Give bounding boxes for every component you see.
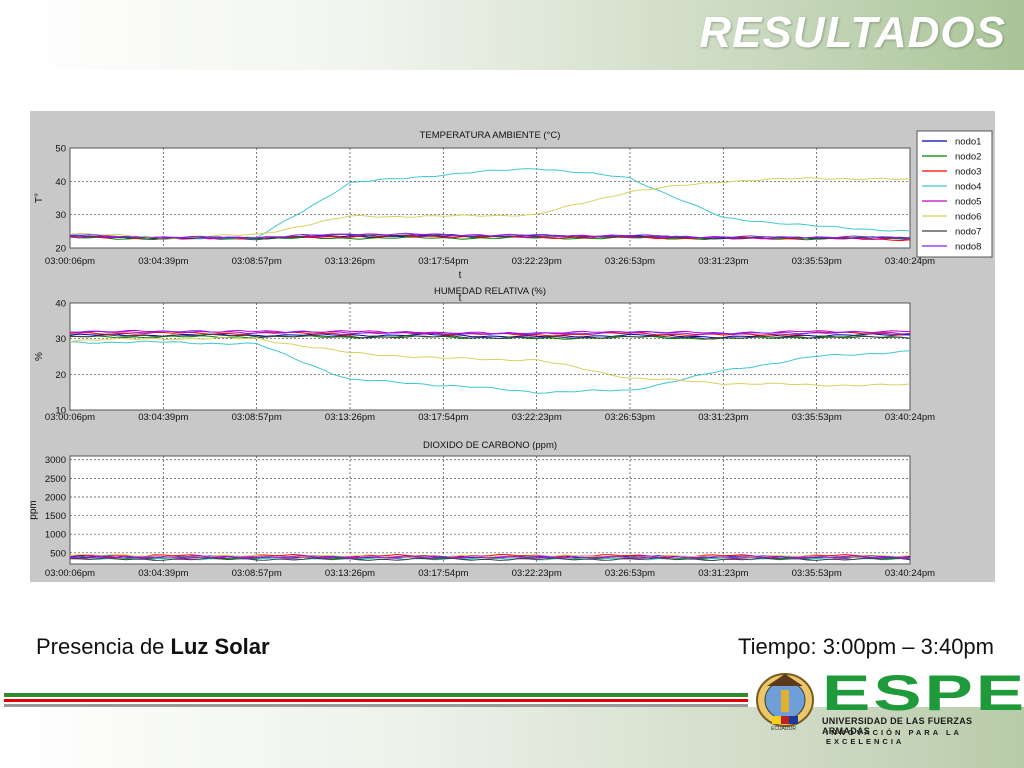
- y-tick-label: 50: [55, 144, 66, 155]
- x-axis-label: t: [459, 293, 462, 304]
- series-line-serie6: [69, 337, 911, 387]
- y-tick-label: 3000: [45, 455, 66, 466]
- legend-label: nodo3: [955, 167, 981, 178]
- series-line-serie8: [69, 555, 910, 559]
- logo-motto: INNOVACIÓN PARA LA EXCELENCIA: [826, 728, 962, 746]
- x-tick-label: 03:00:06pm: [45, 256, 95, 267]
- series-line-serie7: [69, 333, 911, 340]
- x-tick-label: 03:04:39pm: [138, 568, 188, 579]
- charts-svg: 03:00:06pm 03:04:39pm 03:08:57pm 03:13:26pm…: [30, 130, 993, 579]
- page-title: RESULTADOS: [699, 8, 1006, 57]
- x-tick-label: 03:17:54pm: [418, 568, 468, 579]
- legend-label: nodo2: [955, 152, 981, 163]
- x-tick-label: 03:35:53pm: [792, 412, 842, 423]
- caption-bold: Luz Solar: [170, 634, 270, 659]
- legend-label: nodo5: [955, 197, 981, 208]
- x-tick-label: 03:22:23pm: [512, 256, 562, 267]
- x-tick-label: 03:26:53pm: [605, 568, 655, 579]
- x-tick-label: 03:17:54pm: [418, 256, 468, 267]
- x-tick-label: 03:40:24pm: [885, 568, 935, 579]
- x-tick-label: 03:22:23pm: [512, 412, 562, 423]
- y-tick-label: 40: [55, 299, 66, 310]
- y-tick-label: 20: [55, 370, 66, 381]
- y-tick-label: 1500: [45, 511, 66, 522]
- y-tick-label: 40: [55, 177, 66, 188]
- x-tick-label: 03:22:23pm: [512, 568, 562, 579]
- x-tick-label: 03:31:23pm: [698, 256, 748, 267]
- chart-title: HUMEDAD RELATIVA (%): [434, 286, 546, 297]
- x-tick-label: 03:31:23pm: [698, 412, 748, 423]
- y-tick-label: 30: [55, 334, 66, 345]
- x-tick-label: 03:31:23pm: [698, 568, 748, 579]
- series-line-nodo8: [69, 232, 910, 240]
- chart-title: TEMPERATURA AMBIENTE (°C): [420, 130, 561, 141]
- logo-text: ESPE: [822, 665, 1024, 721]
- x-tick-label: 03:00:06pm: [45, 568, 95, 579]
- x-tick-label: 03:26:53pm: [605, 412, 655, 423]
- caption-time: Tiempo: 3:00pm – 3:40pm: [738, 634, 994, 659]
- espe-logo: ECUADOR ESPE UNIVERSIDAD DE LAS FUERZAS …: [748, 664, 1024, 746]
- x-tick-label: 03:26:53pm: [605, 256, 655, 267]
- y-tick-label: 2000: [45, 492, 66, 503]
- x-tick-label: 03:40:24pm: [885, 412, 935, 423]
- stripe-red: [4, 699, 748, 702]
- footer-stripes: [0, 693, 748, 707]
- x-tick-label: 03:35:53pm: [792, 568, 842, 579]
- x-tick-label: 03:40:24pm: [885, 256, 935, 267]
- stripe-green: [4, 693, 748, 697]
- series-line-serie6: [69, 553, 911, 559]
- y-tick-label: 500: [50, 548, 66, 559]
- legend-label: nodo8: [955, 242, 981, 253]
- caption-prefix: Presencia de: [36, 634, 171, 659]
- x-tick-label: 03:13:26pm: [325, 568, 375, 579]
- y-tick-label: 1000: [45, 530, 66, 541]
- plot-area: [69, 455, 911, 565]
- x-tick-label: 03:04:39pm: [138, 256, 188, 267]
- series-line-serie8: [70, 330, 911, 336]
- y-tick-label: 2500: [45, 474, 66, 485]
- x-tick-label: 03:08:57pm: [232, 568, 282, 579]
- plot-area: [69, 302, 911, 411]
- x-tick-label: 03:35:53pm: [792, 256, 842, 267]
- legend-label: nodo6: [955, 212, 981, 223]
- legend-box: [916, 130, 993, 258]
- plot-area: [69, 147, 911, 249]
- x-tick-label: 03:08:57pm: [232, 412, 282, 423]
- logo-subtitle: UNIVERSIDAD DE LAS FUERZAS ARMADAS: [822, 716, 973, 736]
- legend-label: nodo1: [955, 137, 981, 148]
- chart-title: DIOXIDO DE CARBONO (ppm): [423, 440, 557, 451]
- series-line-serie4: [69, 340, 911, 394]
- legend-label: nodo7: [955, 227, 981, 238]
- stripe-gray: [4, 704, 748, 707]
- x-tick-label: 03:08:57pm: [232, 256, 282, 267]
- crest-icon: [756, 673, 814, 727]
- crest-label: ECUADOR: [771, 726, 797, 732]
- header-band: [0, 0, 1024, 70]
- x-tick-label: 03:13:26pm: [325, 256, 375, 267]
- y-tick-label: 10: [55, 406, 66, 417]
- series-line-serie7: [69, 557, 911, 562]
- x-tick-label: 03:04:39pm: [138, 412, 188, 423]
- caption-left: Presencia de Luz Solar: [36, 634, 270, 660]
- y-axis-label: T°: [34, 193, 45, 203]
- y-tick-label: 20: [55, 244, 66, 255]
- x-axis-label: t: [459, 270, 462, 281]
- x-tick-label: 03:13:26pm: [325, 412, 375, 423]
- footer-band: [0, 707, 1024, 768]
- y-tick-label: 30: [55, 210, 66, 221]
- y-axis-label: ppm: [30, 500, 39, 519]
- y-axis-label: %: [34, 352, 45, 361]
- x-tick-label: 03:17:54pm: [418, 412, 468, 423]
- legend-label: nodo4: [955, 182, 981, 193]
- x-tick-label: 03:00:06pm: [45, 412, 95, 423]
